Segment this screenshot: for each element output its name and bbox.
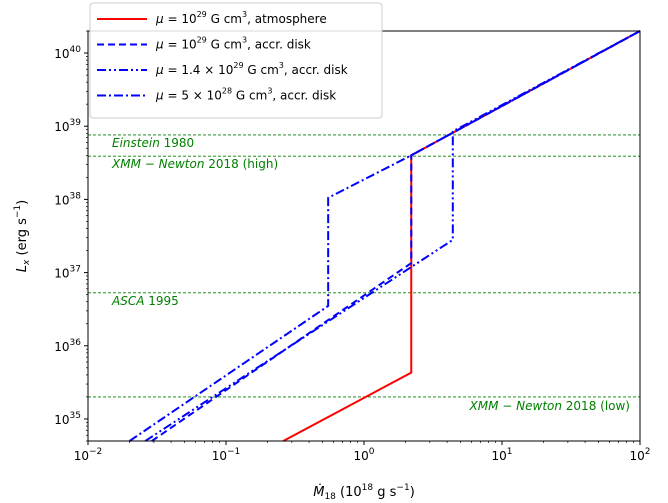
y-tick-label: 1039 — [54, 118, 81, 134]
observation-label: XMM − Newton 2018 (low) — [469, 399, 630, 413]
legend-box — [89, 2, 383, 119]
legend-label: μ = 5 × 1028 G cm3, accr. disk — [155, 87, 336, 103]
x-tick-label: 100 — [353, 447, 374, 463]
x-tick-label: 101 — [491, 447, 512, 463]
y-tick-label: 1035 — [54, 411, 81, 427]
y-tick-label: 1040 — [54, 45, 81, 61]
observation-label: Einstein 1980 — [112, 136, 194, 150]
axis-labels: Ṁ18 (1018 g s−1) Lx (erg s−1) — [13, 200, 415, 502]
axis-ticks: 10−2 10−1 100 101 102 1035 1036 1037 1038 1039 104… — [54, 30, 651, 463]
y-tick-label: 1038 — [54, 191, 81, 207]
x-tick-label: 102 — [629, 447, 650, 463]
series-lines — [128, 30, 641, 442]
x-axis-label: Ṁ18 (1018 g s−1) — [313, 483, 415, 502]
y-tick-label: 1037 — [54, 265, 81, 281]
y-axis-label: Lx (erg s−1) — [13, 200, 32, 272]
legend-label: μ = 1029 G cm3, accr. disk — [155, 36, 311, 52]
series-line — [144, 30, 641, 442]
x-tick-label: 10−2 — [74, 447, 103, 463]
y-tick-label: 1036 — [54, 338, 81, 354]
series-line — [128, 30, 641, 442]
x-tick-label: 10−1 — [212, 447, 241, 463]
legend: μ = 1029 G cm3, atmosphere μ = 1029 G cm3… — [89, 2, 383, 119]
legend-label: μ = 1029 G cm3, atmosphere — [155, 10, 327, 26]
observation-label: ASCA 1995 — [111, 294, 179, 308]
observation-label: XMM − Newton 2018 (high) — [111, 157, 278, 171]
legend-label: μ = 1.4 × 1029 G cm3, accr. disk — [155, 61, 348, 77]
